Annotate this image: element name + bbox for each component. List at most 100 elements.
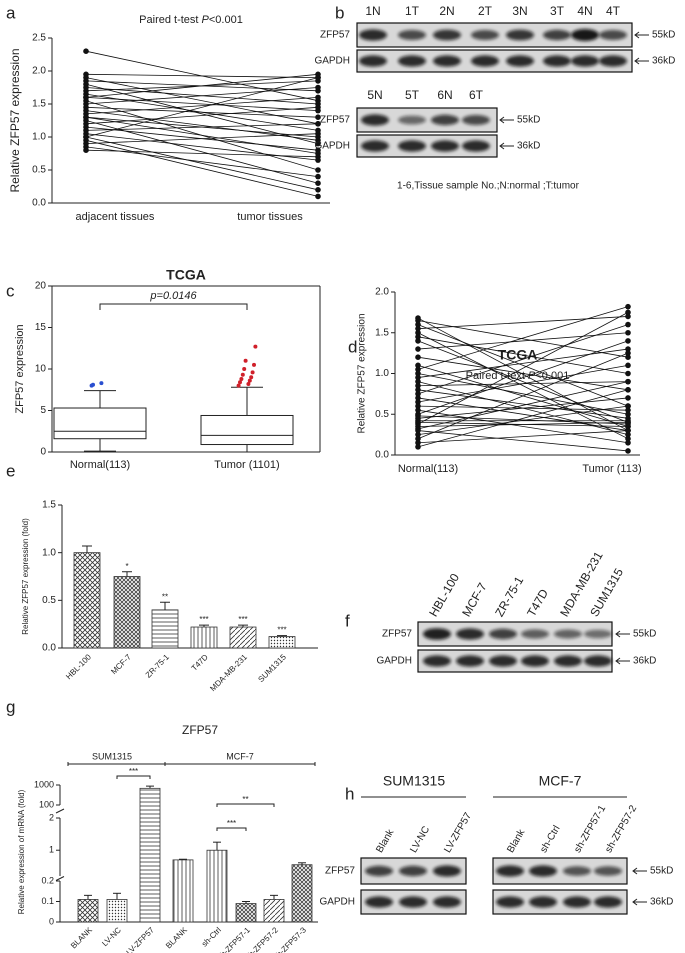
x-tick-label: LV-NC xyxy=(100,925,123,948)
point xyxy=(315,167,321,173)
pair-line xyxy=(85,77,319,125)
band xyxy=(489,655,517,667)
significance: ** xyxy=(242,795,248,804)
flier xyxy=(247,378,252,383)
panel-label: e xyxy=(6,461,15,480)
pair-line xyxy=(85,149,319,158)
point xyxy=(415,338,421,344)
x-tick-label: sh-ZFP57-1 xyxy=(216,925,253,953)
pair-line xyxy=(85,123,319,131)
band xyxy=(554,655,582,667)
point xyxy=(625,350,631,356)
flier xyxy=(91,382,95,387)
y-axis-label: ZFP57 expression xyxy=(14,324,26,413)
y-tick-label: 0.5 xyxy=(42,595,56,606)
lane-label: 3N xyxy=(512,4,527,18)
pair-line xyxy=(85,97,319,115)
lane-label: LV-ZFP57 xyxy=(442,811,474,855)
pair-line xyxy=(417,389,629,448)
bar xyxy=(206,849,228,923)
point xyxy=(315,94,321,101)
flier xyxy=(246,381,251,386)
point xyxy=(83,147,89,153)
pair-line xyxy=(417,364,629,403)
band xyxy=(365,865,393,877)
bar xyxy=(73,552,101,649)
lane-label: HBL-100 xyxy=(426,571,462,619)
row-label: ZFP57 xyxy=(382,629,412,640)
band xyxy=(398,140,426,152)
pair-line xyxy=(85,73,319,98)
band xyxy=(398,55,426,67)
lane-label: 1T xyxy=(405,4,420,18)
pair-line xyxy=(417,316,629,330)
pair-line xyxy=(417,430,629,444)
point xyxy=(415,354,421,361)
panel-label: g xyxy=(6,697,15,716)
flier xyxy=(243,358,248,363)
band xyxy=(529,865,557,877)
band xyxy=(399,865,427,877)
flier xyxy=(239,376,244,381)
point xyxy=(415,387,421,393)
point xyxy=(415,329,421,336)
marker-label: 36kD xyxy=(650,897,673,908)
marker-arrow xyxy=(499,116,514,124)
x-tick-label: sh-Ctrl xyxy=(200,925,223,948)
panel-label: d xyxy=(348,337,357,356)
point xyxy=(415,417,421,424)
point xyxy=(315,121,321,127)
caption: 1-6,Tissue sample No.;N:normal ;T:tumor xyxy=(397,181,580,192)
bar xyxy=(106,899,128,923)
point xyxy=(415,366,421,373)
bar xyxy=(151,609,179,649)
point xyxy=(625,411,631,418)
group-label: SUM1315 xyxy=(92,751,132,761)
lane-label: 3T xyxy=(550,4,565,18)
pair-line xyxy=(417,389,629,419)
y-tick-label: 5 xyxy=(40,405,46,416)
lane-label: 4N xyxy=(577,4,592,18)
band xyxy=(543,29,571,41)
point xyxy=(315,173,321,180)
point xyxy=(625,338,631,344)
bar xyxy=(77,899,99,923)
y-tick-label: 0.1 xyxy=(41,896,54,906)
x-tick-label: SUM1315 xyxy=(256,652,288,684)
panel-label: a xyxy=(6,3,16,22)
marker-arrow xyxy=(632,867,647,875)
group-line xyxy=(67,762,166,766)
point xyxy=(625,448,631,454)
y-tick-label: 1.0 xyxy=(375,368,389,379)
y-tick-label: 0 xyxy=(40,447,46,458)
point xyxy=(625,435,631,442)
band xyxy=(398,115,426,125)
band xyxy=(423,655,451,667)
pair-line xyxy=(417,352,629,440)
axis-break xyxy=(55,876,65,881)
pair-line xyxy=(85,139,319,197)
point xyxy=(415,435,421,442)
point xyxy=(315,114,321,120)
point xyxy=(625,421,631,427)
y-axis-label: Relative expression of mRNA (fold) xyxy=(17,789,26,914)
row-label: GAPDH xyxy=(314,56,350,67)
chart-title-part: P xyxy=(202,14,210,26)
x-tick-label: tumor tissues xyxy=(237,211,303,223)
pair-line xyxy=(85,120,319,184)
point xyxy=(625,303,631,310)
flier xyxy=(238,380,242,385)
lane-label: LV-NC xyxy=(408,824,432,854)
marker-arrow xyxy=(632,898,647,906)
point xyxy=(625,370,631,377)
lane-label: 4T xyxy=(606,4,621,18)
pair-line xyxy=(417,409,629,444)
y-tick-label: 0.2 xyxy=(41,875,54,885)
pair-line xyxy=(417,381,629,430)
lane-label: sh-ZFP57-1 xyxy=(572,803,608,855)
bar xyxy=(229,626,257,649)
y-tick-label: 1.0 xyxy=(32,132,46,143)
point xyxy=(415,444,421,450)
marker-arrow xyxy=(615,630,630,638)
y-tick-label: 0.0 xyxy=(42,643,56,654)
